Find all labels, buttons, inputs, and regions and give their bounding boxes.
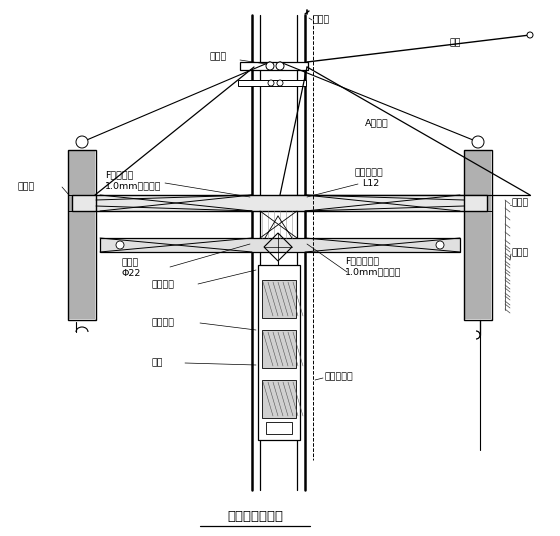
- Text: 安全网: 安全网: [512, 248, 529, 257]
- Text: 1.0mm钢板组合: 1.0mm钢板组合: [345, 267, 402, 276]
- Text: 1.0mm钢板组合: 1.0mm钢板组合: [105, 181, 161, 190]
- Bar: [262, 280, 296, 318]
- Text: A型支撑: A型支撑: [365, 118, 389, 127]
- Circle shape: [527, 32, 533, 38]
- Text: 天滑轮: 天滑轮: [210, 52, 227, 61]
- Text: 钢拉杆: 钢拉杆: [122, 258, 139, 267]
- Bar: [100, 238, 460, 252]
- Text: L12: L12: [362, 179, 379, 188]
- Circle shape: [277, 80, 283, 86]
- Text: 把杆: 把杆: [450, 38, 461, 47]
- Bar: [258, 265, 300, 440]
- Text: 起重钢丝绳: 起重钢丝绳: [325, 372, 354, 381]
- Bar: [262, 380, 296, 418]
- Circle shape: [472, 136, 484, 148]
- Text: 安全网: 安全网: [512, 198, 529, 207]
- Bar: [68, 150, 96, 320]
- Text: 安全抱刹: 安全抱刹: [152, 280, 175, 289]
- Circle shape: [268, 80, 274, 86]
- Bar: [240, 62, 308, 70]
- Text: 提升架: 提升架: [18, 182, 35, 191]
- Bar: [72, 195, 487, 211]
- Bar: [266, 422, 292, 434]
- Text: 吊笼导绳: 吊笼导绳: [152, 318, 175, 327]
- Text: F型内钢圈: F型内钢圈: [105, 170, 133, 179]
- Circle shape: [436, 241, 444, 249]
- Text: 吊笼: 吊笼: [152, 358, 164, 367]
- Bar: [69, 151, 95, 319]
- Text: F型内下钢圈: F型内下钢圈: [345, 256, 379, 265]
- Circle shape: [266, 62, 274, 70]
- Text: 平台辐射架: 平台辐射架: [355, 168, 384, 177]
- Text: 避雷针: 避雷针: [313, 15, 330, 24]
- Circle shape: [76, 136, 88, 148]
- Bar: [465, 151, 491, 319]
- Bar: [464, 150, 492, 320]
- Circle shape: [116, 241, 124, 249]
- Text: Φ22: Φ22: [122, 269, 141, 278]
- Text: 滑模施工示意图: 滑模施工示意图: [227, 510, 283, 523]
- Bar: [238, 80, 306, 86]
- Bar: [262, 330, 296, 368]
- Circle shape: [276, 62, 284, 70]
